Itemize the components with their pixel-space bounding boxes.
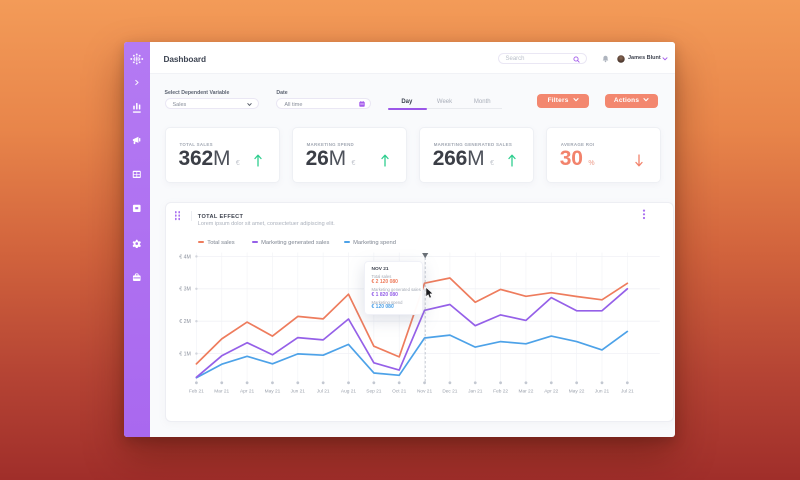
svg-text:Jul 21: Jul 21	[621, 388, 634, 394]
svg-text:€ 4M: € 4M	[179, 254, 191, 260]
svg-text:€ 3M: € 3M	[179, 286, 191, 292]
svg-text:Jul 21: Jul 21	[317, 388, 330, 394]
svg-text:Jun 21: Jun 21	[595, 388, 610, 394]
svg-text:€ 2M: € 2M	[179, 319, 191, 325]
svg-text:May 21: May 21	[265, 388, 281, 394]
svg-text:Aug 21: Aug 21	[341, 388, 356, 394]
svg-text:Apr 21: Apr 21	[240, 388, 254, 394]
svg-text:Nov 21: Nov 21	[417, 388, 432, 394]
svg-text:€ 1M: € 1M	[179, 351, 191, 357]
svg-text:Jan 21: Jan 21	[468, 388, 483, 394]
svg-text:Dec 21: Dec 21	[443, 388, 458, 394]
svg-text:Mar 22: Mar 22	[519, 388, 534, 394]
svg-text:Feb 21: Feb 21	[189, 388, 204, 394]
svg-text:Oct 21: Oct 21	[392, 388, 406, 394]
svg-text:Sep 21: Sep 21	[366, 388, 381, 394]
svg-text:Jun 21: Jun 21	[291, 388, 306, 394]
svg-text:Mar 21: Mar 21	[215, 388, 230, 394]
svg-text:Apr 22: Apr 22	[544, 388, 558, 394]
svg-text:May 22: May 22	[569, 388, 585, 394]
svg-text:Feb 22: Feb 22	[493, 388, 508, 394]
